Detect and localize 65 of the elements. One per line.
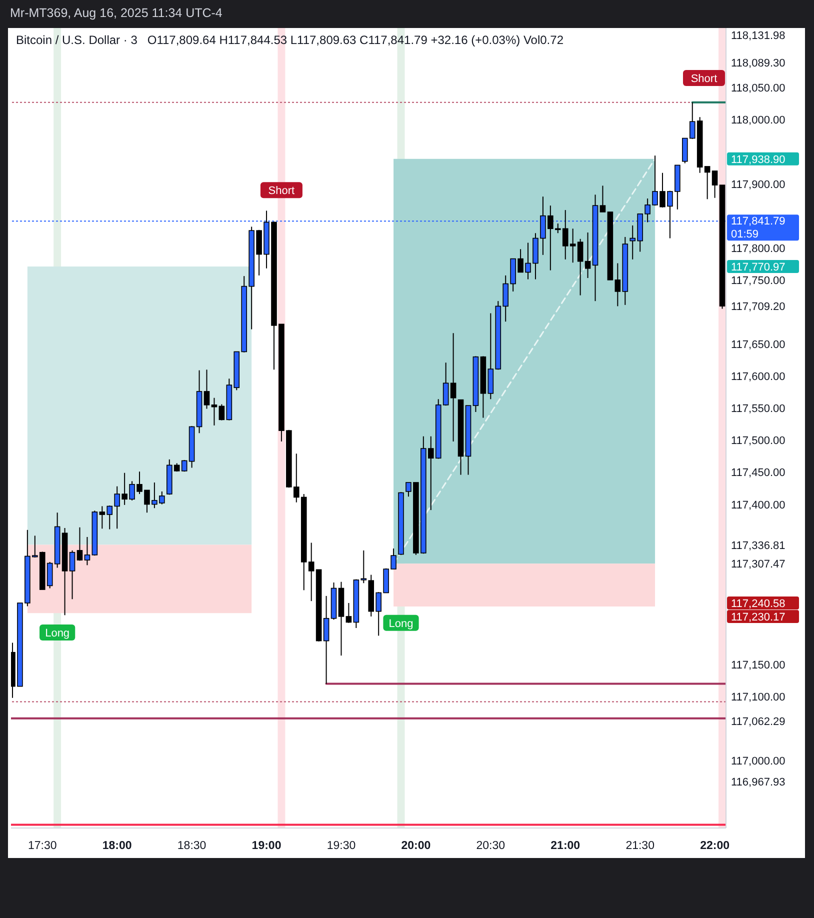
y-tick-label: 117,800.00 bbox=[731, 242, 786, 255]
y-tick-label: 117,709.20 bbox=[731, 301, 786, 314]
y-tick-label: 117,770.97 bbox=[731, 261, 786, 274]
price-tag: 117,770.97 bbox=[727, 260, 799, 274]
x-tick-label: 18:00 bbox=[102, 840, 132, 852]
y-tick-label: 117,336.81 bbox=[731, 540, 786, 552]
candlestick bbox=[69, 550, 76, 600]
y-tick-label: 117,750.00 bbox=[731, 274, 786, 287]
y-tick-label: 117,240.58 bbox=[731, 598, 786, 610]
chart-subtitle: O117,809.64 H117,844.53 L117,809.63 C117,841.79 +32.16 (+0.03%) Vol0.72 bbox=[147, 33, 564, 47]
x-tick-label: 21:30 bbox=[626, 840, 654, 852]
x-tick-label: 17:30 bbox=[28, 840, 57, 852]
price-tag: 117,841.79 01:59 bbox=[727, 214, 799, 241]
y-tick-label: 117,600.00 bbox=[731, 371, 786, 384]
x-tick-label: 22:00 bbox=[700, 840, 730, 852]
y-tick-label: 117,400.00 bbox=[731, 499, 786, 512]
signal-tag: Long bbox=[383, 614, 419, 631]
candlestick bbox=[211, 397, 218, 426]
annotation: Short bbox=[268, 185, 295, 198]
price-tag: 117,230.17 bbox=[727, 610, 799, 624]
candlestick bbox=[577, 238, 584, 296]
x-tick-label: 19:30 bbox=[326, 840, 356, 852]
y-tick-label: 117,550.00 bbox=[731, 403, 786, 416]
y-tick-label: 117,000.00 bbox=[731, 756, 786, 768]
price-tag: 117,938.90 bbox=[727, 152, 799, 166]
candlestick bbox=[600, 185, 606, 212]
candlestick bbox=[712, 170, 718, 198]
y-tick-label: 117,938.90 bbox=[731, 154, 786, 166]
signal-tag: Short bbox=[683, 70, 725, 86]
candlestick bbox=[84, 536, 90, 566]
y-tick-label: 117,500.00 bbox=[731, 435, 786, 448]
annotation: Long bbox=[388, 618, 414, 630]
candlestick bbox=[76, 526, 83, 562]
y-tick-label: 117,062.29 bbox=[731, 716, 786, 728]
x-tick-label: 20:30 bbox=[476, 840, 506, 852]
y-tick-label: 118,000.00 bbox=[731, 114, 786, 127]
y-tick-label: 117,307.47 bbox=[731, 558, 786, 571]
chart-title: Bitcoin / U.S. Dollar · 3 bbox=[16, 33, 138, 47]
y-tick-label: 117,650.00 bbox=[731, 339, 786, 352]
candlestick bbox=[323, 595, 330, 684]
x-tick-label: 21:00 bbox=[550, 840, 580, 852]
candlestick bbox=[450, 332, 456, 442]
y-tick-label: 117,150.00 bbox=[731, 660, 786, 672]
y-tick-label: 118,050.00 bbox=[731, 82, 786, 95]
y-tick-label: 118,131.98 bbox=[731, 30, 786, 42]
signal-tag: Long bbox=[40, 624, 76, 640]
y-tick-label: 116,967.93 bbox=[731, 776, 786, 788]
signal-tag: Short bbox=[260, 182, 302, 198]
candlestick bbox=[218, 404, 225, 421]
candlestick bbox=[204, 369, 210, 410]
ref-line-label: 117,841.79 01:59 bbox=[731, 216, 786, 241]
y-tick-label: 117,100.00 bbox=[731, 692, 786, 704]
y-tick-label: 117,450.00 bbox=[731, 467, 786, 480]
text: Mr-MT369, Aug 16, 2025 11:34 UTC-4 bbox=[10, 6, 222, 20]
annotation: Long bbox=[45, 627, 70, 640]
x-tick-label: 18:30 bbox=[177, 840, 206, 852]
annotation: Short bbox=[690, 73, 718, 85]
candlestick bbox=[584, 232, 591, 278]
y-tick-label: 118,089.30 bbox=[731, 57, 786, 70]
price-tag: 117,240.58 bbox=[727, 596, 799, 610]
y-tick-label: 117,230.17 bbox=[731, 612, 786, 624]
y-tick-label: 117,900.00 bbox=[731, 178, 786, 191]
x-tick-label: 19:00 bbox=[252, 840, 282, 852]
candlestick bbox=[346, 602, 352, 624]
x-tick-label: 20:00 bbox=[401, 840, 431, 852]
